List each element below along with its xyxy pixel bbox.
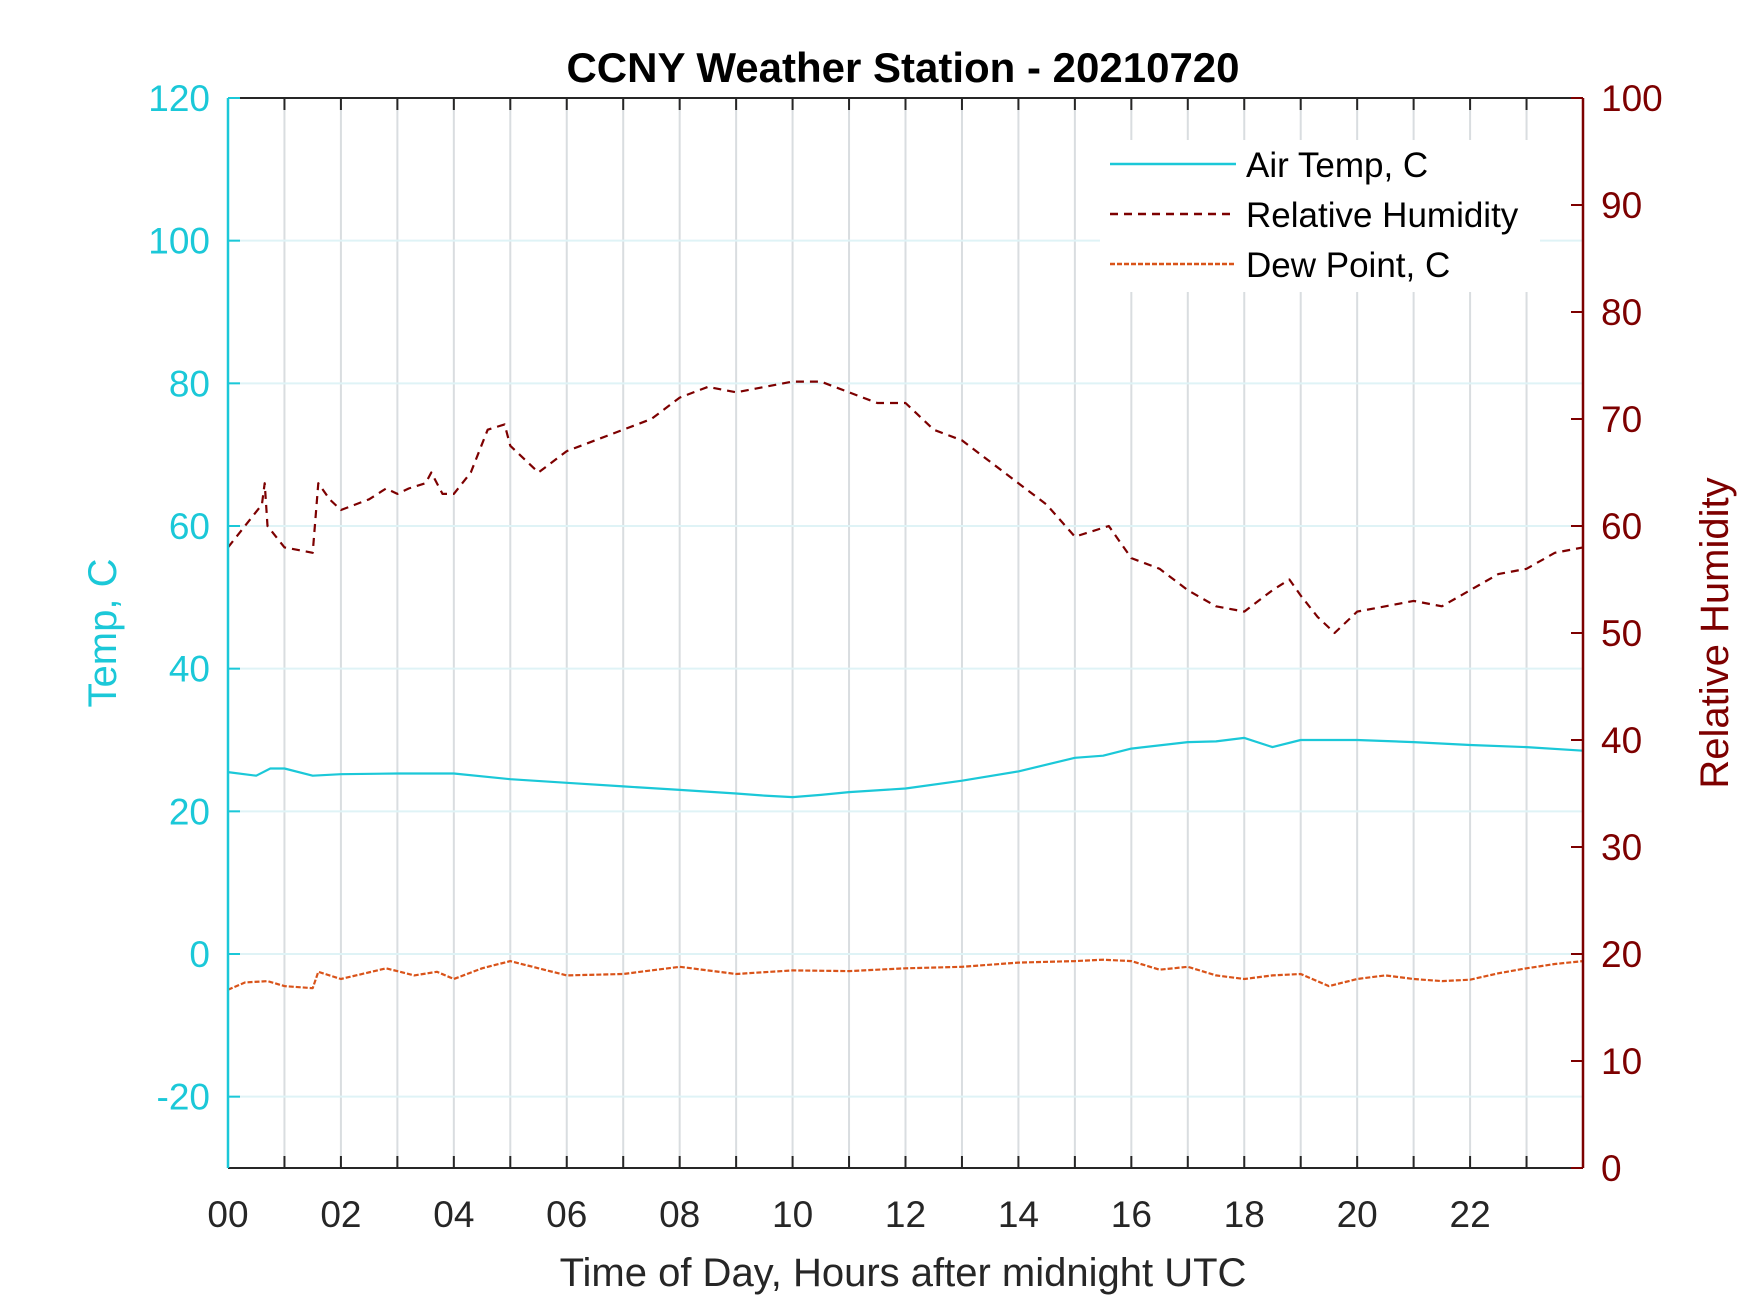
- x-axis-label: Time of Day, Hours after midnight UTC: [560, 1251, 1247, 1295]
- y-right-tick-label: 20: [1601, 934, 1642, 975]
- y-right-tick-label: 90: [1601, 185, 1642, 226]
- y-right-axis-label: Relative Humidity: [1693, 477, 1737, 788]
- legend-box: [1100, 140, 1540, 292]
- legend-label-air-temp: Air Temp, C: [1246, 146, 1428, 185]
- y-left-tick-label: 40: [169, 649, 210, 690]
- x-tick-label: 06: [546, 1194, 587, 1235]
- y-left-tick-label: 120: [148, 78, 210, 119]
- y-right-tick-label: 30: [1601, 827, 1642, 868]
- y-right-tick-label: 0: [1601, 1148, 1622, 1189]
- y-right-tick-label: 10: [1601, 1041, 1642, 1082]
- legend-label-dew-point: Dew Point, C: [1246, 246, 1450, 285]
- y-right-tick-label: 80: [1601, 292, 1642, 333]
- y-right-tick-label: 70: [1601, 399, 1642, 440]
- air-temp-line: [227, 736, 1584, 799]
- x-tick-label: 20: [1337, 1194, 1378, 1235]
- series-lines: [227, 380, 1584, 991]
- y-left-tick-label: 60: [169, 506, 210, 547]
- y-left-tick-label: 0: [189, 934, 210, 975]
- x-tick-label: 22: [1450, 1194, 1491, 1235]
- x-tick-label: 18: [1224, 1194, 1265, 1235]
- humidity-line: [227, 380, 1584, 635]
- x-tick-label: 02: [320, 1194, 361, 1235]
- y-right-tick-label: 60: [1601, 506, 1642, 547]
- y-left-tick-label: 20: [169, 791, 210, 832]
- grid-lines: [228, 98, 1583, 1168]
- x-tick-label: 00: [207, 1194, 248, 1235]
- x-tick-label: 08: [659, 1194, 700, 1235]
- x-tick-label: 10: [772, 1194, 813, 1235]
- y-left-tick-label: 80: [169, 363, 210, 404]
- y-left-axis-label: Temp, C: [81, 559, 125, 708]
- y-left-tick-label: -20: [157, 1077, 210, 1118]
- x-tick-label: 04: [433, 1194, 474, 1235]
- legend: Air Temp, C Relative Humidity Dew Point,…: [1100, 140, 1540, 292]
- dew-point-line: [227, 958, 1584, 991]
- y-left-tick-label: 100: [148, 221, 210, 262]
- x-tick-label: 14: [998, 1194, 1039, 1235]
- axis-ticks: 00 02 04 06 08 10 12 14 16 18 20 22-200204060801001…: [148, 78, 1662, 1235]
- y-right-tick-label: 100: [1601, 78, 1663, 119]
- chart-title: CCNY Weather Station - 20210720: [566, 44, 1239, 91]
- x-tick-label: 16: [1111, 1194, 1152, 1235]
- legend-label-humidity: Relative Humidity: [1246, 196, 1519, 235]
- x-tick-label: 12: [885, 1194, 926, 1235]
- y-right-tick-label: 50: [1601, 613, 1642, 654]
- y-right-tick-label: 40: [1601, 720, 1642, 761]
